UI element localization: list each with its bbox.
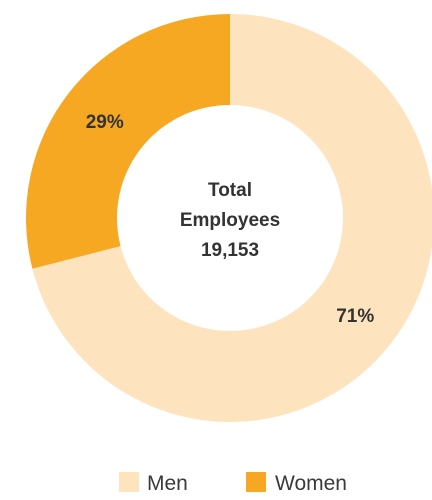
center-label-line-2: Employees <box>180 210 280 231</box>
legend-item-men: Men <box>119 472 188 495</box>
legend: Men Women <box>119 472 347 495</box>
legend-label-men: Men <box>147 472 188 495</box>
chart-slices <box>25 14 432 422</box>
slice-men <box>32 14 432 422</box>
center-label: Total Employees 19,153 <box>180 180 280 261</box>
slice-labels: 71% 29% <box>86 112 375 327</box>
slice-women <box>25 14 230 269</box>
center-label-line-3: 19,153 <box>201 240 259 261</box>
legend-item-women: Women <box>246 472 347 495</box>
slice-label-men: 71% <box>336 306 374 327</box>
legend-label-women: Women <box>275 472 347 495</box>
center-label-line-1: Total <box>208 180 252 201</box>
legend-swatch-men <box>119 472 139 492</box>
legend-swatch-women <box>246 472 266 492</box>
slice-label-women: 29% <box>86 112 124 133</box>
